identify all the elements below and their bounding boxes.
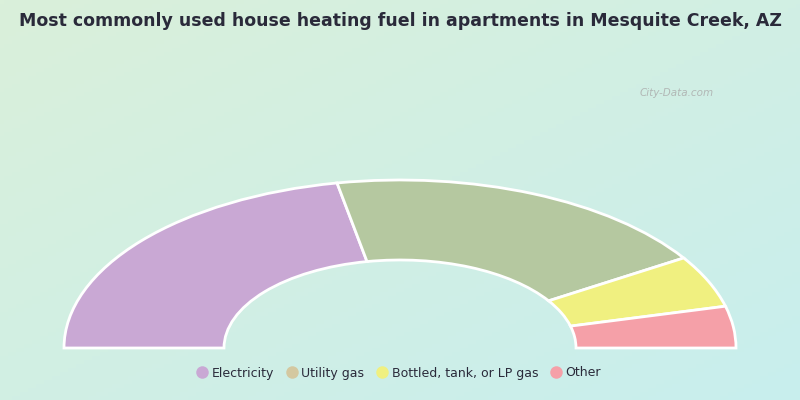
Wedge shape	[337, 180, 684, 301]
Wedge shape	[64, 183, 367, 348]
Wedge shape	[549, 258, 726, 326]
Wedge shape	[570, 306, 736, 348]
Text: City-Data.com: City-Data.com	[640, 88, 714, 98]
Text: Most commonly used house heating fuel in apartments in Mesquite Creek, AZ: Most commonly used house heating fuel in…	[18, 12, 782, 30]
Legend: Electricity, Utility gas, Bottled, tank, or LP gas, Other: Electricity, Utility gas, Bottled, tank,…	[193, 360, 607, 386]
